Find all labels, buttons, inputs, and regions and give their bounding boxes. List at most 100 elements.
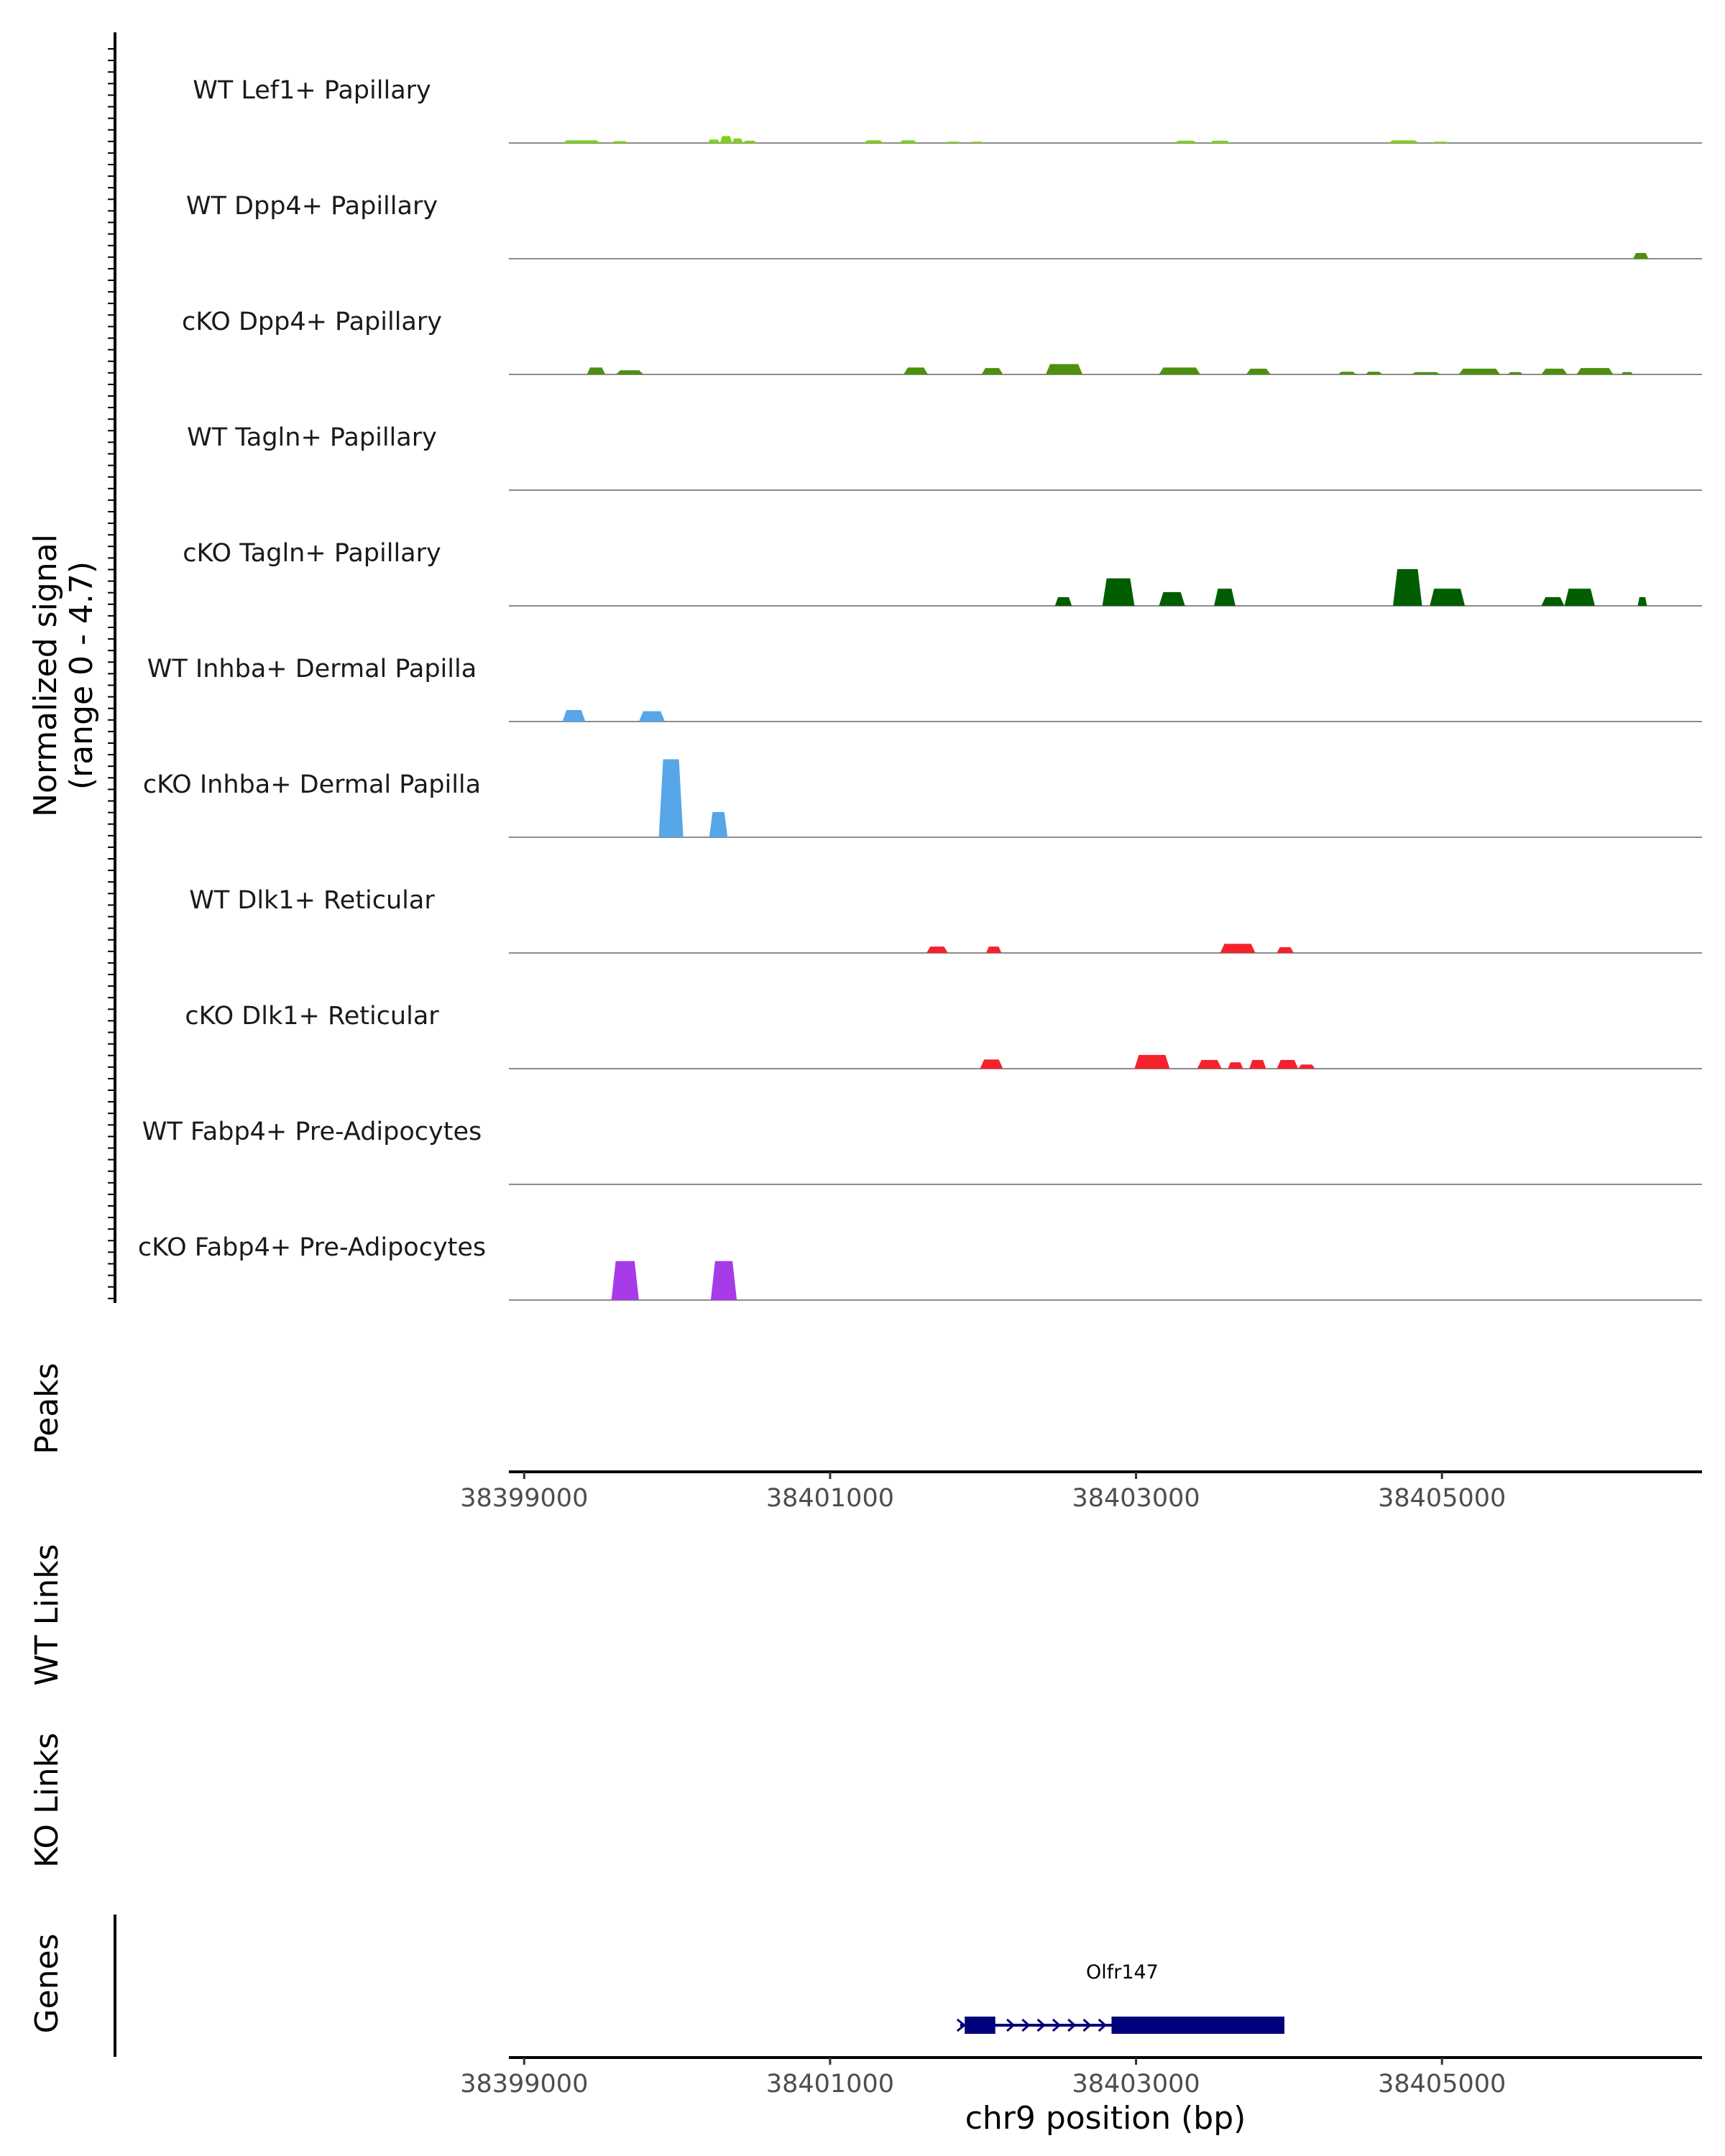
- signal-peak: [742, 140, 757, 143]
- signal-peak: [1046, 364, 1083, 374]
- coverage-tracks: WT Lef1+ Papillary WT Dpp4+ Papillary cKO …: [138, 76, 1702, 1301]
- signal-peak: [1576, 368, 1614, 374]
- signal-peak: [1431, 142, 1450, 143]
- track-10: WT Fabp4+ Pre-Adipocytes: [142, 1118, 1702, 1185]
- track-label: WT Tagln+ Papillary: [187, 423, 437, 452]
- x-axis-tick-label: 38403000: [1072, 2070, 1200, 2099]
- track-2: WT Dpp4+ Papillary: [186, 192, 1702, 259]
- signal-peak: [944, 142, 962, 143]
- x-axis-tick-label: 38403000: [1072, 1484, 1200, 1513]
- track-label: WT Fabp4+ Pre-Adipocytes: [142, 1118, 482, 1146]
- track-label: WT Lef1+ Papillary: [193, 76, 431, 105]
- peaks-panel-label: Peaks: [29, 1363, 65, 1454]
- signal-peak: [1541, 596, 1565, 606]
- x-axis-tick-label: 38405000: [1378, 2070, 1506, 2099]
- x-axis-label: chr9 position (bp): [965, 2100, 1246, 2137]
- gene-annotations: Olfr147: [956, 1961, 1284, 2034]
- signal-peak: [969, 142, 985, 143]
- signal-range-label: (range 0 - 4.7): [63, 561, 100, 790]
- track-11: cKO Fabp4+ Pre-Adipocytes: [138, 1233, 1702, 1301]
- signal-peak: [1249, 1059, 1266, 1069]
- signal-peak: [1298, 1064, 1315, 1069]
- track-4: WT Tagln+ Papillary: [187, 423, 1702, 491]
- gene-exon: [965, 2017, 995, 2034]
- gene-start-marker: [956, 2018, 967, 2032]
- signal-peak: [562, 140, 601, 143]
- genes-panel-label: Genes: [29, 1933, 65, 2033]
- signal-peak: [1411, 372, 1441, 374]
- signal-peak: [898, 140, 918, 143]
- track-label: cKO Tagln+ Papillary: [183, 539, 441, 568]
- signal-peak: [1541, 369, 1568, 374]
- gene-name-label: Olfr147: [1086, 1961, 1159, 1984]
- signal-peak: [732, 138, 743, 143]
- signal-peak: [1507, 372, 1523, 374]
- signal-peak: [1102, 578, 1135, 606]
- signal-peak: [658, 759, 684, 837]
- gene-Olfr147: Olfr147: [956, 1961, 1284, 2034]
- wt-links-panel-label: WT Links: [29, 1544, 65, 1685]
- signal-peak: [1159, 591, 1185, 606]
- gene-strand-arrow: [1082, 2018, 1092, 2032]
- gene-strand-arrow: [1052, 2018, 1062, 2032]
- signal-peak: [1134, 1054, 1170, 1069]
- signal-peak: [638, 711, 666, 722]
- signal-peak: [611, 141, 628, 143]
- signal-peak: [1365, 372, 1383, 374]
- signal-peak: [611, 1261, 639, 1300]
- signal-peak: [710, 1261, 737, 1300]
- signal-peak: [1228, 1062, 1243, 1069]
- signal-peak: [562, 710, 586, 722]
- track-label: WT Dpp4+ Papillary: [186, 192, 438, 221]
- gene-exon: [1111, 2017, 1284, 2034]
- signal-peak: [1209, 140, 1231, 143]
- signal-peak: [1393, 568, 1422, 606]
- signal-peak: [1388, 140, 1420, 143]
- signal-peak: [863, 140, 884, 143]
- signal-peak: [1220, 944, 1256, 953]
- x-axis-tick-label: 38405000: [1378, 1484, 1506, 1513]
- gene-strand-arrow: [1021, 2018, 1031, 2032]
- signal-peak: [719, 136, 732, 143]
- track-label: cKO Fabp4+ Pre-Adipocytes: [138, 1233, 486, 1262]
- x-axis-tick-label: 38401000: [766, 2070, 894, 2099]
- signal-peak: [1637, 596, 1647, 606]
- gene-strand-arrow: [1067, 2018, 1077, 2032]
- signal-peak: [1214, 589, 1236, 606]
- signal-peak: [980, 1059, 1003, 1069]
- peaks-x-axis-ticks: 38399000 38401000 38403000 38405000: [460, 1472, 1506, 1513]
- track-label: cKO Dpp4+ Papillary: [182, 308, 442, 336]
- signal-peak: [1174, 140, 1197, 143]
- track-7: cKO Inhba+ Dermal Papilla: [143, 759, 1702, 838]
- x-axis-tick-label: 38399000: [460, 2070, 588, 2099]
- gene-strand-arrow: [1036, 2018, 1046, 2032]
- track-label: WT Inhba+ Dermal Papilla: [147, 655, 477, 683]
- gene-strand-arrow: [1006, 2018, 1016, 2032]
- signal-peak: [1458, 369, 1501, 374]
- signal-peak: [981, 368, 1003, 374]
- track-6: WT Inhba+ Dermal Papilla: [147, 655, 1702, 722]
- signal-peak: [709, 811, 728, 837]
- ko-links-panel-label: KO Links: [29, 1733, 65, 1868]
- track-3: cKO Dpp4+ Papillary: [182, 308, 1702, 375]
- signal-peak: [1633, 253, 1649, 259]
- track-1: WT Lef1+ Papillary: [193, 76, 1702, 144]
- signal-peak: [926, 946, 948, 953]
- signal-peak: [1276, 1059, 1299, 1069]
- signal-peak: [1197, 1059, 1222, 1069]
- signal-peak: [586, 367, 606, 374]
- track-label: WT Dlk1+ Reticular: [189, 886, 435, 915]
- signal-peak: [1276, 947, 1294, 953]
- signal-peak: [1338, 372, 1356, 374]
- genes-x-axis-ticks: 38399000 38401000 38403000 38405000: [460, 2058, 1506, 2099]
- x-axis-tick-label: 38401000: [766, 1484, 894, 1513]
- track-label: cKO Inhba+ Dermal Papilla: [143, 770, 481, 799]
- signal-peak: [903, 367, 929, 374]
- signal-peak: [1430, 589, 1466, 606]
- track-label: cKO Dlk1+ Reticular: [185, 1002, 439, 1031]
- signal-peak: [1564, 589, 1595, 606]
- signal-peak: [1159, 367, 1200, 374]
- signal-peak: [1054, 596, 1072, 606]
- track-9: cKO Dlk1+ Reticular: [185, 1002, 1702, 1069]
